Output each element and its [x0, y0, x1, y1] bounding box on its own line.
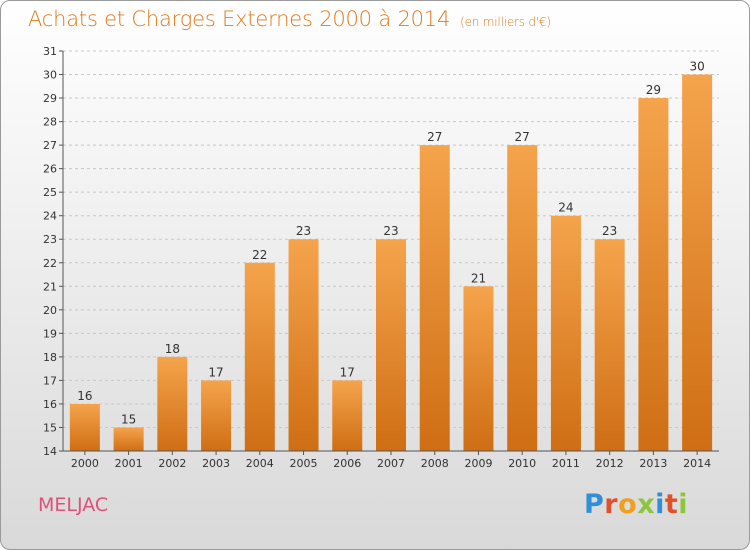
bar-value-label: 29 — [646, 83, 661, 97]
bar-value-label: 16 — [77, 389, 92, 403]
chart-title-text: Achats et Charges Externes 2000 à 2014 — [28, 7, 451, 31]
bar-value-label: 21 — [471, 271, 486, 285]
logo-letter: o — [618, 489, 638, 520]
bar — [682, 74, 713, 451]
bar — [376, 239, 406, 451]
bar-value-label: 18 — [165, 342, 180, 356]
y-tick-label: 27 — [43, 139, 57, 152]
logo-letter: P — [584, 489, 605, 520]
logo-letter: r — [604, 489, 619, 520]
y-tick-label: 31 — [43, 45, 57, 58]
y-tick-label: 25 — [43, 186, 57, 199]
chart-title: Achats et Charges Externes 2000 à 2014 (e… — [28, 7, 551, 31]
bar-value-label: 23 — [383, 224, 398, 238]
bar-value-label: 27 — [515, 130, 530, 144]
x-tick-label: 2012 — [596, 457, 624, 470]
x-tick-label: 2004 — [246, 457, 274, 470]
x-tick-label: 2005 — [290, 457, 318, 470]
bar — [69, 403, 100, 451]
y-tick-label: 21 — [43, 280, 57, 293]
y-tick-label: 22 — [43, 257, 57, 270]
bar — [332, 380, 363, 451]
y-tick-label: 14 — [43, 445, 57, 458]
bar — [507, 145, 538, 451]
bar-value-label: 17 — [208, 365, 223, 379]
y-tick-label: 24 — [43, 210, 57, 223]
y-tick-label: 20 — [43, 304, 57, 317]
bar — [550, 215, 581, 451]
y-tick-label: 23 — [43, 233, 57, 246]
x-tick-label: 2003 — [202, 457, 230, 470]
bar — [157, 356, 188, 451]
x-tick-label: 2001 — [115, 457, 143, 470]
proxiti-logo: Proxiti — [584, 489, 688, 520]
y-tick-label: 29 — [43, 92, 57, 105]
bar-value-label: 27 — [427, 130, 442, 144]
logo-letter: t — [664, 489, 679, 520]
bar — [638, 98, 669, 451]
x-tick-label: 2008 — [421, 457, 449, 470]
x-tick-label: 2002 — [158, 457, 186, 470]
x-tick-label: 2006 — [333, 457, 361, 470]
bar-value-label: 15 — [121, 412, 136, 426]
x-tick-label: 2013 — [639, 457, 667, 470]
y-tick-label: 19 — [43, 327, 57, 340]
y-tick-label: 26 — [43, 163, 57, 176]
bar-value-label: 23 — [296, 224, 311, 238]
bar-value-label: 24 — [558, 201, 573, 215]
bar — [594, 239, 625, 451]
bar-value-label: 23 — [602, 224, 617, 238]
chart-subtitle: (en milliers d'€) — [460, 15, 551, 29]
bar — [419, 145, 450, 451]
x-tick-label: 2014 — [683, 457, 711, 470]
x-tick-label: 2010 — [508, 457, 536, 470]
x-tick-label: 2000 — [71, 457, 99, 470]
bar-value-label: 30 — [689, 60, 704, 74]
x-tick-label: 2009 — [464, 457, 492, 470]
bar — [288, 239, 319, 451]
logo-letter: i — [655, 489, 665, 520]
bar — [244, 262, 275, 451]
y-tick-label: 30 — [43, 69, 57, 82]
x-tick-label: 2011 — [552, 457, 580, 470]
logo-letter: i — [678, 489, 689, 520]
commune-name: MELJAC — [38, 494, 109, 516]
y-tick-label: 17 — [43, 374, 57, 387]
bar — [463, 286, 494, 451]
y-tick-label: 28 — [43, 116, 57, 129]
y-tick-label: 15 — [43, 421, 57, 434]
y-tick-label: 18 — [43, 351, 57, 364]
bar-value-label: 22 — [252, 248, 267, 262]
x-tick-label: 2007 — [377, 457, 405, 470]
bar — [201, 380, 232, 451]
logo-letter: x — [637, 489, 656, 520]
bar-value-label: 17 — [340, 365, 355, 379]
bar — [113, 427, 144, 451]
y-tick-label: 16 — [43, 398, 57, 411]
